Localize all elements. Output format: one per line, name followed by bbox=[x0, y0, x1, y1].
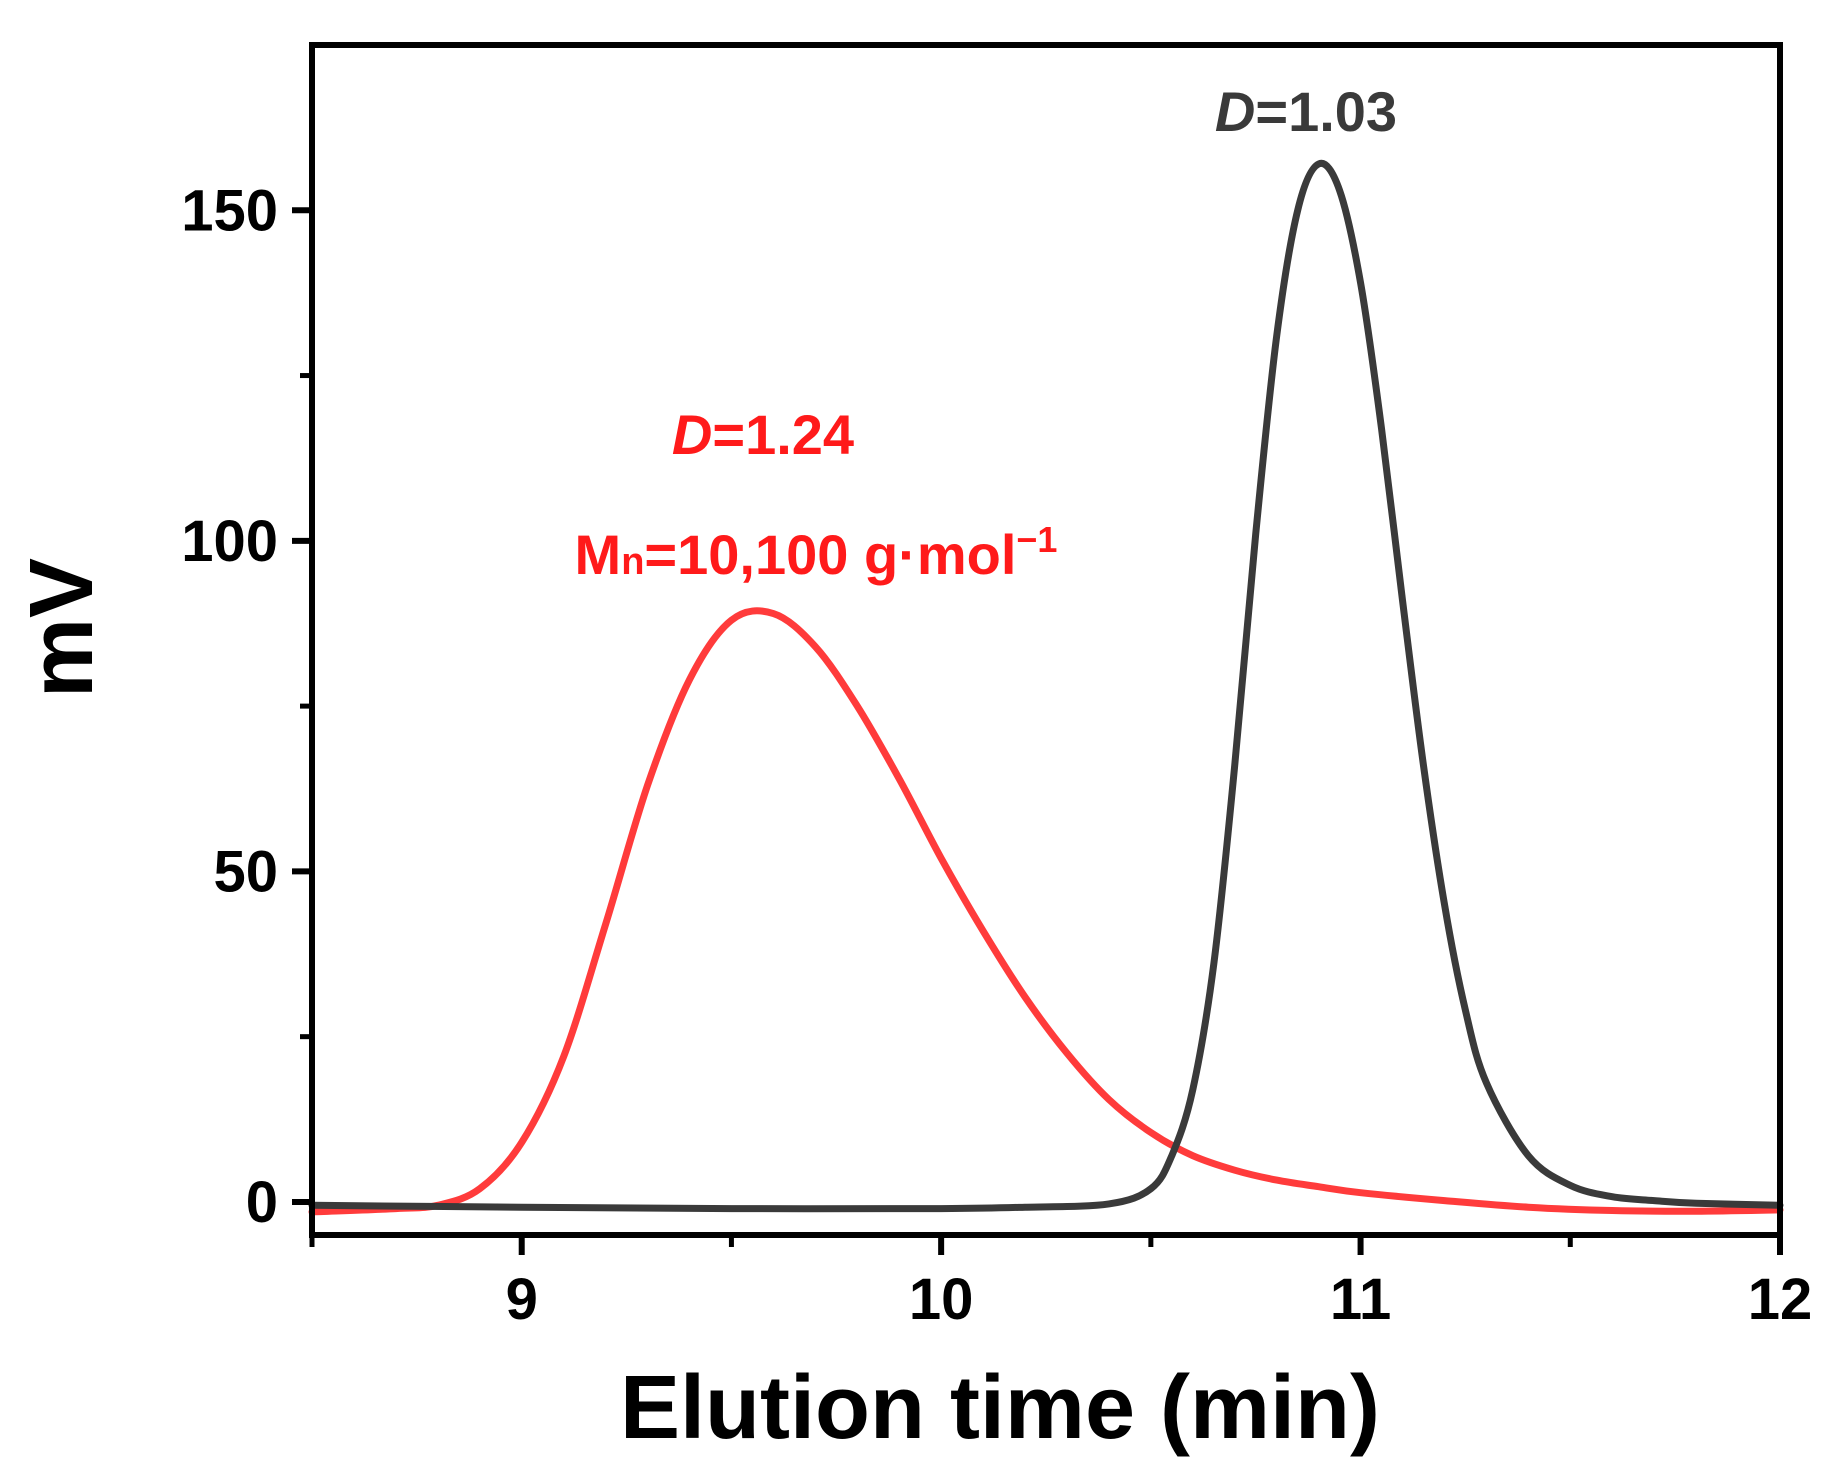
plot-frame bbox=[309, 42, 1783, 1238]
x-axis-title: Elution time (min) bbox=[620, 1358, 1380, 1458]
x-tick-label-12: 12 bbox=[1748, 1267, 1813, 1332]
x-tick-label-11: 11 bbox=[1330, 1267, 1391, 1332]
series-layer bbox=[308, 159, 1784, 1216]
black-dispersity-label: D=1.03 bbox=[1215, 80, 1397, 143]
x-tick-label-10: 10 bbox=[909, 1267, 974, 1332]
series-line-black bbox=[308, 159, 1784, 1213]
tick-layer: 9 10 11 12 0 50 100 150 bbox=[181, 178, 1812, 1332]
red-mn-label: Mn=10,100 g·mol−1 bbox=[575, 519, 1058, 586]
y-axis-title: mV bbox=[12, 558, 112, 698]
y-tick-label-0: 0 bbox=[246, 1170, 278, 1235]
series-line-red bbox=[308, 607, 1784, 1216]
red-dispersity-label: D=1.24 bbox=[672, 403, 854, 466]
y-tick-label-150: 150 bbox=[181, 178, 278, 243]
x-tick-label-9: 9 bbox=[506, 1267, 538, 1332]
y-tick-label-50: 50 bbox=[213, 839, 278, 904]
y-tick-label-100: 100 bbox=[181, 509, 278, 574]
